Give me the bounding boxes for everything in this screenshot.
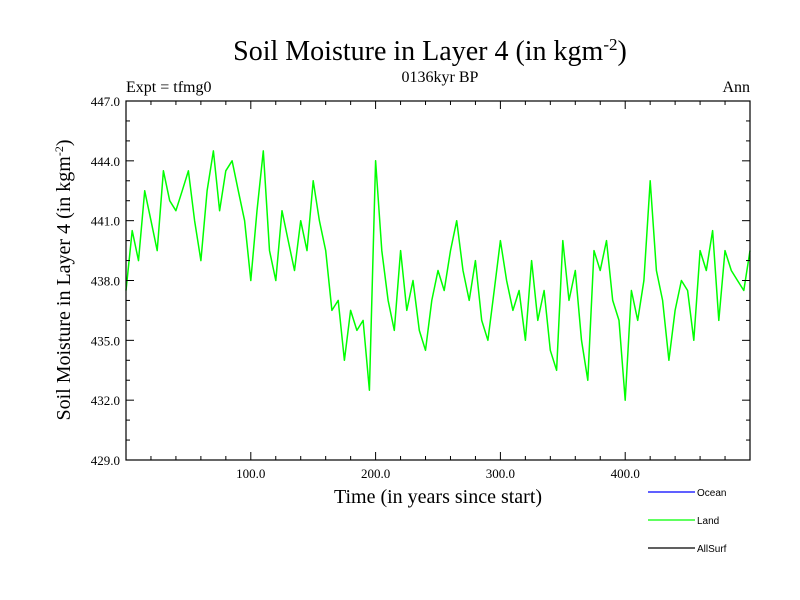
- y-tick-label: 435.0: [91, 333, 120, 348]
- y-tick-label: 441.0: [91, 214, 120, 229]
- y-axis-label: Soil Moisture in Layer 4 (in kgm-2): [52, 139, 75, 420]
- plot-area: [125, 150, 751, 401]
- series-line-land: [125, 150, 751, 401]
- y-tick-label: 438.0: [91, 274, 120, 289]
- subtitle-season: Ann: [722, 79, 750, 96]
- y-tick-label: 429.0: [91, 453, 120, 468]
- plot-frame: [125, 100, 751, 461]
- legend-label-land: Land: [697, 516, 719, 527]
- legend-label-ocean: Ocean: [697, 488, 726, 499]
- subtitle-period: 0136kyr BP: [402, 69, 479, 86]
- x-tick-label: 300.0: [486, 466, 515, 481]
- chart-title: Soil Moisture in Layer 4 (in kgm-2): [233, 35, 627, 67]
- x-tick-label: 200.0: [361, 466, 390, 481]
- x-tick-label: 100.0: [236, 466, 265, 481]
- x-tick-label: 400.0: [611, 466, 640, 481]
- legend-label-allsurf: AllSurf: [697, 544, 727, 555]
- axis-ticks: 429.0 432.0 435.0 438.0 441.0 444.0 447.0 100.0…: [91, 94, 750, 481]
- y-tick-label: 432.0: [91, 393, 120, 408]
- y-tick-label: 447.0: [91, 94, 120, 109]
- legend: Ocean Land AllSurf: [648, 488, 727, 555]
- subtitle-experiment: Expt = tfmg0: [126, 79, 211, 96]
- x-axis-label: Time (in years since start): [334, 486, 542, 508]
- y-tick-label: 444.0: [91, 154, 120, 169]
